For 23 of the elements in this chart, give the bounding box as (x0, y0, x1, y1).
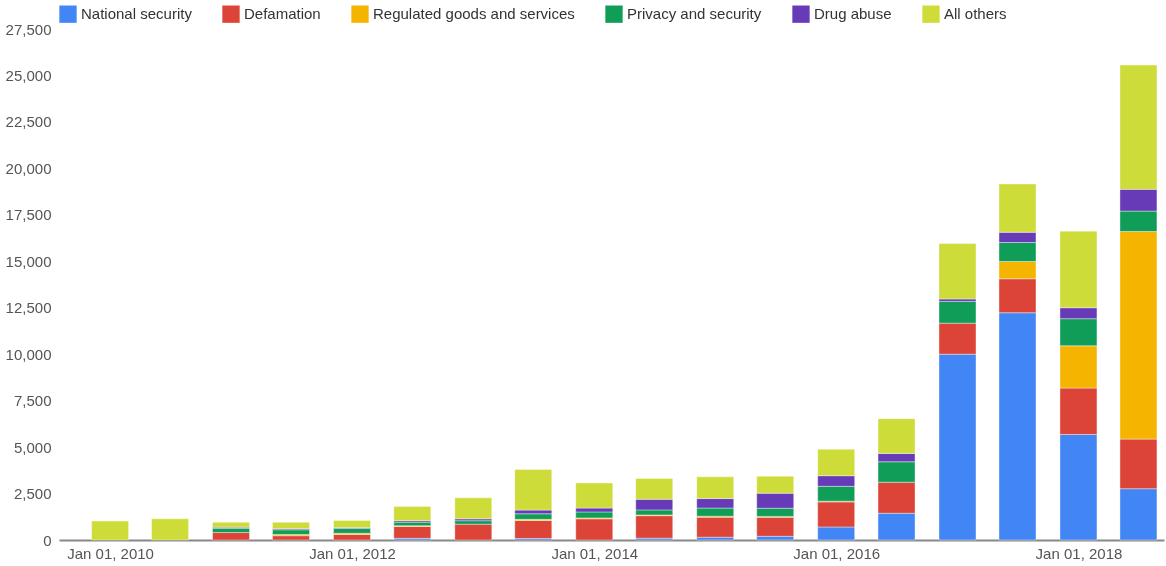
y-tick-label: 5,000 (13, 438, 52, 456)
y-tick-label: 2,500 (13, 485, 52, 503)
y-tick-label: 17,500 (5, 206, 52, 224)
y-tick-label: 0 (43, 531, 52, 549)
x-tick-label: Jan 01, 2016 (793, 544, 881, 562)
legend-label: National security (81, 5, 193, 23)
legend-label: Regulated goods and services (373, 5, 575, 23)
y-tick-label: 7,500 (13, 392, 52, 410)
x-tick-label: Jan 01, 2014 (551, 544, 639, 562)
y-tick-label: 25,000 (5, 66, 52, 84)
legend-label: All others (944, 5, 1007, 23)
y-tick-label: 27,500 (5, 20, 52, 38)
y-tick-label: 10,000 (5, 345, 52, 363)
x-tick-label: Jan 01, 2012 (309, 544, 396, 562)
y-tick-label: 12,500 (5, 299, 52, 317)
y-tick-label: 15,000 (5, 252, 52, 270)
y-tick-label: 20,000 (5, 159, 52, 177)
x-tick-label: Jan 01, 2010 (67, 544, 154, 562)
x-tick-label: Jan 01, 2018 (1035, 544, 1123, 562)
legend-label: Privacy and security (627, 5, 762, 23)
legend-label: Drug abuse (814, 5, 892, 23)
y-tick-label: 22,500 (5, 113, 52, 131)
legend-label: Defamation (244, 5, 321, 23)
